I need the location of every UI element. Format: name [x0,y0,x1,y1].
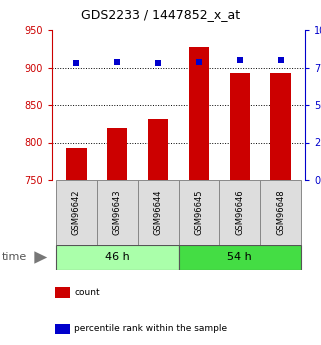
Bar [260,180,301,245]
Bar [97,180,138,245]
Text: 46 h: 46 h [105,253,130,263]
Text: GSM96646: GSM96646 [235,190,244,235]
Text: GSM96642: GSM96642 [72,190,81,235]
Text: GSM96645: GSM96645 [195,190,204,235]
Text: GSM96643: GSM96643 [113,190,122,235]
Bar [107,128,127,180]
Bar [230,73,250,180]
Bar [178,245,301,270]
Text: GSM96648: GSM96648 [276,190,285,235]
Bar [189,47,209,180]
Bar [56,245,178,270]
Text: count: count [74,288,100,297]
Text: time: time [2,253,27,263]
Text: 54 h: 54 h [227,253,252,263]
Bar [55,287,70,297]
Text: GDS2233 / 1447852_x_at: GDS2233 / 1447852_x_at [81,9,240,21]
Bar [138,180,178,245]
Bar [219,180,260,245]
Text: percentile rank within the sample: percentile rank within the sample [74,324,228,333]
Polygon shape [34,251,47,264]
Bar [148,119,168,180]
Text: GSM96644: GSM96644 [153,190,163,235]
Bar [178,180,219,245]
Bar [66,148,87,180]
Bar [270,73,291,180]
Bar [55,324,70,334]
Bar [56,180,97,245]
